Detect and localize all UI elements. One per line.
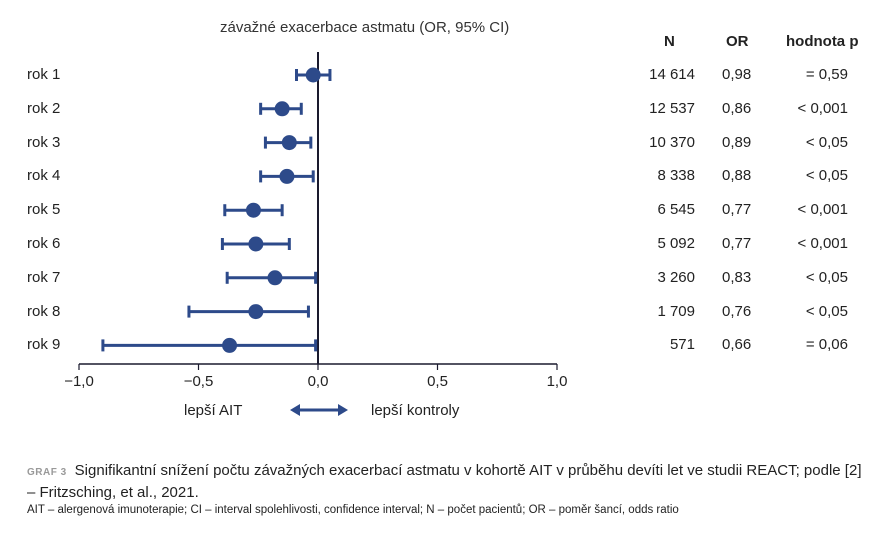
row-label: rok 9: [27, 336, 61, 354]
cell-or: 0,76: [722, 302, 752, 320]
cell-or: 0,98: [722, 66, 752, 83]
row-label: rok 4: [27, 167, 61, 185]
estimate-point: [305, 67, 321, 83]
x-tick-label: −0,5: [183, 373, 214, 390]
estimate-point: [248, 304, 264, 320]
row-label: rok 6: [27, 235, 61, 252]
row-label: rok 5: [27, 201, 61, 219]
cell-or: 0,77: [722, 235, 752, 252]
cell-n: 6 545: [657, 201, 695, 219]
cell-n: 1 709: [657, 302, 695, 320]
cell-or: 0,89: [722, 133, 752, 151]
cell-p: = 0,06: [805, 336, 848, 354]
cell-n: 5 092: [657, 235, 695, 252]
row-label: rok 1: [27, 66, 61, 83]
direction-arrow-left-head: [290, 404, 300, 416]
cell-or: 0,86: [722, 99, 752, 117]
chart-title: závažné exacerbace astmatu (OR, 95% CI): [220, 19, 510, 36]
estimate-point: [274, 101, 290, 117]
column-header-p: hodnota p: [786, 33, 859, 50]
cell-p: < 0,05: [805, 302, 848, 320]
direction-arrow-right-head: [338, 404, 348, 416]
x-tick-label: 0,5: [427, 373, 448, 390]
estimate-point: [279, 168, 295, 184]
cell-p: < 0,001: [797, 99, 848, 117]
cell-p: < 0,05: [805, 133, 848, 151]
cell-p: < 0,05: [805, 268, 848, 286]
column-header-or: OR: [726, 33, 749, 50]
cell-p: < 0,001: [797, 235, 848, 252]
cell-n: 8 338: [657, 167, 695, 185]
cell-n: 571: [669, 336, 695, 354]
x-tick-label: 1,0: [546, 373, 568, 390]
cell-or: 0,88: [722, 167, 752, 185]
figure-footnote: AIT – alergenová imunoterapie; CI – inte…: [27, 504, 679, 516]
estimate-point: [281, 135, 297, 151]
cell-n: 3 260: [657, 268, 695, 286]
caption-text: Signifikantní snížení počtu závažných ex…: [27, 462, 862, 501]
cell-n: 12 537: [649, 99, 695, 117]
cell-p: = 0,59: [805, 66, 848, 83]
x-tick-label: −1,0: [64, 373, 94, 390]
estimate-point: [267, 270, 283, 286]
direction-label-left: lepší AIT: [184, 402, 243, 419]
caption-tag: GRAF 3: [27, 467, 67, 478]
row-label: rok 7: [27, 268, 61, 286]
estimate-point: [245, 202, 261, 218]
cell-p: < 0,05: [805, 167, 848, 185]
cell-n: 10 370: [649, 133, 695, 151]
estimate-point: [248, 236, 264, 252]
x-tick-label: 0,0: [307, 373, 329, 390]
row-label: rok 8: [27, 302, 61, 320]
cell-n: 14 614: [649, 66, 695, 83]
direction-label-right: lepší kontroly: [371, 402, 460, 419]
row-label: rok 3: [27, 133, 61, 151]
cell-or: 0,66: [722, 336, 752, 354]
row-label: rok 2: [27, 99, 61, 117]
figure-caption: GRAF 3 Signifikantní snížení počtu závažn…: [27, 461, 867, 503]
cell-or: 0,83: [722, 268, 752, 286]
column-header-n: N: [664, 33, 675, 50]
cell-p: < 0,001: [797, 201, 848, 219]
cell-or: 0,77: [722, 201, 752, 219]
estimate-point: [222, 337, 238, 353]
